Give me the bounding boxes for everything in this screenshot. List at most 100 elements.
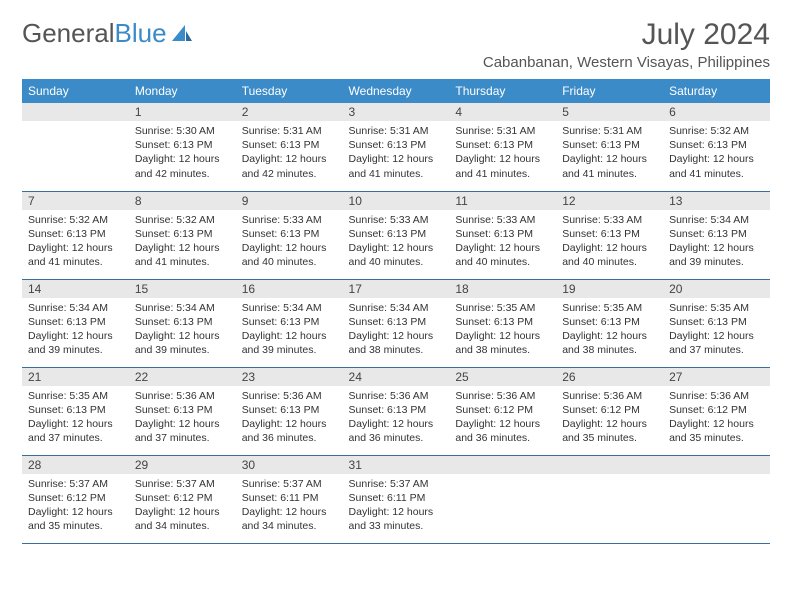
day-content: Sunrise: 5:34 AMSunset: 6:13 PMDaylight:… (343, 298, 450, 364)
day-content: Sunrise: 5:35 AMSunset: 6:13 PMDaylight:… (22, 386, 129, 452)
calendar-cell: 9Sunrise: 5:33 AMSunset: 6:13 PMDaylight… (236, 191, 343, 279)
calendar-week-row: 21Sunrise: 5:35 AMSunset: 6:13 PMDayligh… (22, 367, 770, 455)
day-content: Sunrise: 5:36 AMSunset: 6:13 PMDaylight:… (236, 386, 343, 452)
calendar-cell: 24Sunrise: 5:36 AMSunset: 6:13 PMDayligh… (343, 367, 450, 455)
day-number: 13 (663, 192, 770, 210)
day-number: 31 (343, 456, 450, 474)
day-content: Sunrise: 5:33 AMSunset: 6:13 PMDaylight:… (449, 210, 556, 276)
day-content: Sunrise: 5:31 AMSunset: 6:13 PMDaylight:… (556, 121, 663, 187)
empty-day-header (449, 456, 556, 474)
calendar-cell: 7Sunrise: 5:32 AMSunset: 6:13 PMDaylight… (22, 191, 129, 279)
logo-text-gray: General (22, 18, 115, 49)
calendar-cell: 28Sunrise: 5:37 AMSunset: 6:12 PMDayligh… (22, 455, 129, 543)
logo-sail-icon (171, 23, 193, 43)
calendar-cell (556, 455, 663, 543)
calendar-header-row: SundayMondayTuesdayWednesdayThursdayFrid… (22, 79, 770, 103)
day-content: Sunrise: 5:32 AMSunset: 6:13 PMDaylight:… (22, 210, 129, 276)
empty-day-header (556, 456, 663, 474)
day-number: 14 (22, 280, 129, 298)
calendar-cell: 16Sunrise: 5:34 AMSunset: 6:13 PMDayligh… (236, 279, 343, 367)
calendar-cell (663, 455, 770, 543)
day-content: Sunrise: 5:37 AMSunset: 6:12 PMDaylight:… (22, 474, 129, 540)
calendar-cell: 10Sunrise: 5:33 AMSunset: 6:13 PMDayligh… (343, 191, 450, 279)
calendar-cell: 3Sunrise: 5:31 AMSunset: 6:13 PMDaylight… (343, 103, 450, 191)
day-number: 9 (236, 192, 343, 210)
weekday-header: Saturday (663, 79, 770, 103)
day-content: Sunrise: 5:35 AMSunset: 6:13 PMDaylight:… (556, 298, 663, 364)
day-content: Sunrise: 5:35 AMSunset: 6:13 PMDaylight:… (663, 298, 770, 364)
day-number: 10 (343, 192, 450, 210)
weekday-header: Wednesday (343, 79, 450, 103)
day-content: Sunrise: 5:36 AMSunset: 6:13 PMDaylight:… (343, 386, 450, 452)
calendar-cell: 26Sunrise: 5:36 AMSunset: 6:12 PMDayligh… (556, 367, 663, 455)
location-text: Cabanbanan, Western Visayas, Philippines (483, 54, 770, 71)
calendar-cell: 11Sunrise: 5:33 AMSunset: 6:13 PMDayligh… (449, 191, 556, 279)
day-number: 29 (129, 456, 236, 474)
logo: GeneralBlue (22, 18, 193, 49)
weekday-header: Friday (556, 79, 663, 103)
day-number: 2 (236, 103, 343, 121)
calendar-cell: 4Sunrise: 5:31 AMSunset: 6:13 PMDaylight… (449, 103, 556, 191)
calendar-week-row: 7Sunrise: 5:32 AMSunset: 6:13 PMDaylight… (22, 191, 770, 279)
day-number: 30 (236, 456, 343, 474)
day-content: Sunrise: 5:37 AMSunset: 6:11 PMDaylight:… (343, 474, 450, 540)
calendar-cell: 14Sunrise: 5:34 AMSunset: 6:13 PMDayligh… (22, 279, 129, 367)
calendar-week-row: 1Sunrise: 5:30 AMSunset: 6:13 PMDaylight… (22, 103, 770, 191)
day-number: 22 (129, 368, 236, 386)
calendar-week-row: 28Sunrise: 5:37 AMSunset: 6:12 PMDayligh… (22, 455, 770, 543)
calendar-cell: 20Sunrise: 5:35 AMSunset: 6:13 PMDayligh… (663, 279, 770, 367)
calendar-cell: 25Sunrise: 5:36 AMSunset: 6:12 PMDayligh… (449, 367, 556, 455)
empty-day-header (22, 103, 129, 121)
day-content: Sunrise: 5:37 AMSunset: 6:12 PMDaylight:… (129, 474, 236, 540)
day-number: 7 (22, 192, 129, 210)
day-number: 21 (22, 368, 129, 386)
day-number: 5 (556, 103, 663, 121)
day-content: Sunrise: 5:31 AMSunset: 6:13 PMDaylight:… (343, 121, 450, 187)
weekday-header: Sunday (22, 79, 129, 103)
calendar-cell: 5Sunrise: 5:31 AMSunset: 6:13 PMDaylight… (556, 103, 663, 191)
calendar-cell: 22Sunrise: 5:36 AMSunset: 6:13 PMDayligh… (129, 367, 236, 455)
day-number: 12 (556, 192, 663, 210)
calendar-cell: 2Sunrise: 5:31 AMSunset: 6:13 PMDaylight… (236, 103, 343, 191)
day-number: 23 (236, 368, 343, 386)
calendar-cell: 29Sunrise: 5:37 AMSunset: 6:12 PMDayligh… (129, 455, 236, 543)
day-content: Sunrise: 5:35 AMSunset: 6:13 PMDaylight:… (449, 298, 556, 364)
calendar-cell: 31Sunrise: 5:37 AMSunset: 6:11 PMDayligh… (343, 455, 450, 543)
calendar-cell: 21Sunrise: 5:35 AMSunset: 6:13 PMDayligh… (22, 367, 129, 455)
calendar-cell: 15Sunrise: 5:34 AMSunset: 6:13 PMDayligh… (129, 279, 236, 367)
day-content: Sunrise: 5:32 AMSunset: 6:13 PMDaylight:… (129, 210, 236, 276)
weekday-header: Monday (129, 79, 236, 103)
day-number: 16 (236, 280, 343, 298)
calendar-cell: 18Sunrise: 5:35 AMSunset: 6:13 PMDayligh… (449, 279, 556, 367)
day-content: Sunrise: 5:34 AMSunset: 6:13 PMDaylight:… (129, 298, 236, 364)
day-content: Sunrise: 5:36 AMSunset: 6:12 PMDaylight:… (449, 386, 556, 452)
calendar-cell (22, 103, 129, 191)
day-content: Sunrise: 5:33 AMSunset: 6:13 PMDaylight:… (343, 210, 450, 276)
day-number: 19 (556, 280, 663, 298)
day-number: 4 (449, 103, 556, 121)
logo-text-blue: Blue (115, 18, 167, 49)
day-number: 17 (343, 280, 450, 298)
day-number: 11 (449, 192, 556, 210)
day-content: Sunrise: 5:31 AMSunset: 6:13 PMDaylight:… (449, 121, 556, 187)
day-content: Sunrise: 5:37 AMSunset: 6:11 PMDaylight:… (236, 474, 343, 540)
calendar-cell: 6Sunrise: 5:32 AMSunset: 6:13 PMDaylight… (663, 103, 770, 191)
day-number: 26 (556, 368, 663, 386)
day-content: Sunrise: 5:32 AMSunset: 6:13 PMDaylight:… (663, 121, 770, 187)
title-block: July 2024 Cabanbanan, Western Visayas, P… (483, 18, 770, 71)
weekday-header: Tuesday (236, 79, 343, 103)
day-content: Sunrise: 5:34 AMSunset: 6:13 PMDaylight:… (663, 210, 770, 276)
day-number: 27 (663, 368, 770, 386)
month-title: July 2024 (483, 18, 770, 52)
calendar-table: SundayMondayTuesdayWednesdayThursdayFrid… (22, 79, 770, 544)
calendar-cell (449, 455, 556, 543)
header: GeneralBlue July 2024 Cabanbanan, Wester… (22, 18, 770, 71)
day-number: 1 (129, 103, 236, 121)
day-content: Sunrise: 5:34 AMSunset: 6:13 PMDaylight:… (236, 298, 343, 364)
calendar-cell: 30Sunrise: 5:37 AMSunset: 6:11 PMDayligh… (236, 455, 343, 543)
calendar-body: 1Sunrise: 5:30 AMSunset: 6:13 PMDaylight… (22, 103, 770, 543)
calendar-cell: 19Sunrise: 5:35 AMSunset: 6:13 PMDayligh… (556, 279, 663, 367)
day-content: Sunrise: 5:30 AMSunset: 6:13 PMDaylight:… (129, 121, 236, 187)
day-number: 20 (663, 280, 770, 298)
day-content: Sunrise: 5:36 AMSunset: 6:12 PMDaylight:… (556, 386, 663, 452)
